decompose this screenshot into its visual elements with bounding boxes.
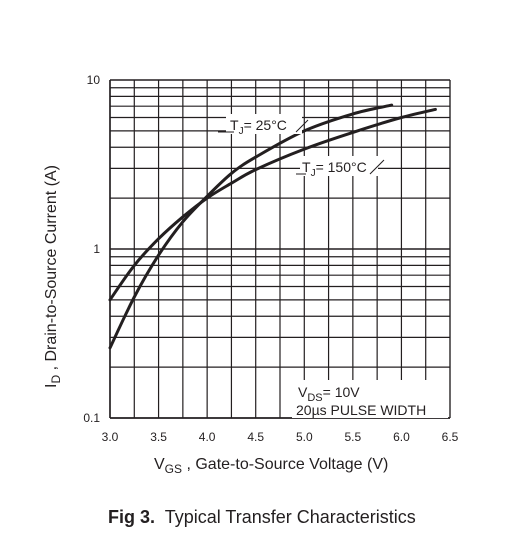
y-tick-label: 10 [87,73,101,87]
svg-text:TJ= 150°C: TJ= 150°C [302,159,367,179]
x-tick-label: 6.5 [442,430,459,444]
series-label-25c: TJ= 25°C [218,114,309,137]
svg-text:20µs PULSE WIDTH: 20µs PULSE WIDTH [296,402,426,418]
x-tick-label: 5.0 [296,430,313,444]
tick-labels: 3.0 3.5 4.0 4.5 5.0 5.5 6.0 6.5 0.1 1 10 [83,73,458,444]
x-tick-label: 3.5 [150,430,167,444]
x-tick-label: 4.0 [199,430,216,444]
y-axis-label: ID , Drain-to-Source Current (A) [43,165,63,388]
x-tick-label: 5.5 [345,430,362,444]
x-tick-label: 3.0 [102,430,119,444]
figure-title: Typical Transfer Characteristics [155,507,416,527]
curves-layer [108,103,437,350]
series-line-25c [108,103,394,350]
svg-text:VDS= 10V: VDS= 10V [298,384,360,404]
svg-text:TJ= 25°C: TJ= 25°C [230,117,287,137]
series-label-150c: TJ= 150°C [296,156,385,179]
y-tick-label: 1 [93,242,100,256]
test-conditions: VDS= 10V 20µs PULSE WIDTH [292,380,448,418]
figure-caption: Fig 3. Typical Transfer Characteristics [108,507,508,528]
transfer-characteristics-chart: 3.0 3.5 4.0 4.5 5.0 5.5 6.0 6.5 0.1 1 10 VGS , Gat… [43,73,459,476]
x-tick-label: 4.5 [247,430,264,444]
plot-grid [109,80,451,419]
series-line-150c [108,107,437,302]
y-tick-label: 0.1 [83,411,100,425]
x-tick-label: 6.0 [393,430,410,444]
figure-number: Fig 3. [108,507,156,527]
x-axis-label: VGS , Gate-to-Source Voltage (V) [154,456,388,476]
